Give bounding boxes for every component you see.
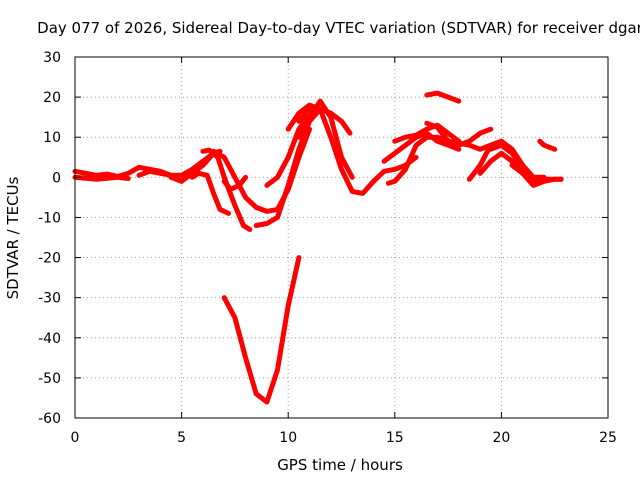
- y-tick-label: 0: [52, 170, 61, 186]
- y-tick-label: 30: [43, 50, 61, 66]
- series-line-track-5: [200, 147, 253, 232]
- series-line-track-22: [509, 162, 564, 188]
- x-tick-label: 25: [599, 430, 617, 446]
- y-axis-label: SDTVAR / TECUs: [4, 176, 22, 299]
- series-line-track-16: [392, 122, 462, 144]
- x-tick-label: 20: [492, 430, 510, 446]
- axis-ticks: [74, 56, 609, 419]
- series-line-track-20: [477, 150, 547, 184]
- grid-lines: [75, 57, 608, 418]
- series-line-track-10: [264, 114, 310, 188]
- x-tick-label: 10: [279, 430, 297, 446]
- data-series-group: [72, 90, 564, 405]
- x-tick-label: 0: [71, 430, 80, 446]
- y-tick-label: -60: [38, 411, 61, 427]
- series-line-track-17: [424, 120, 494, 148]
- y-tick-label: -30: [38, 291, 61, 307]
- series-line-track-14: [381, 130, 462, 164]
- y-tick-label: 10: [43, 130, 61, 146]
- series-line-track-6: [189, 170, 231, 216]
- series-line-track-15: [385, 134, 494, 186]
- series-line-track-18: [424, 90, 462, 104]
- series-line-track-24: [221, 255, 302, 405]
- y-tick-label: -40: [38, 331, 61, 347]
- tick-labels: 0 5 10 15 20 25 30 20 10 0 -10 -20 -30 -40 -50 -60: [38, 50, 617, 446]
- series-line-track-21: [488, 142, 547, 180]
- x-tick-label: 5: [177, 430, 186, 446]
- x-tick-label: 15: [386, 430, 404, 446]
- y-tick-label: -50: [38, 371, 61, 387]
- series-line-track-12: [296, 106, 419, 196]
- series-line-track-13: [296, 98, 355, 180]
- plot-frame: [74, 56, 609, 419]
- y-tick-label: -20: [38, 251, 61, 267]
- series-line-track-3: [136, 150, 217, 178]
- series-line-track-23: [537, 138, 558, 152]
- series-line-track-8: [221, 174, 249, 192]
- y-tick-label: -10: [38, 210, 61, 226]
- x-axis-label: GPS time / hours: [277, 456, 403, 474]
- series-line-track-2: [72, 174, 131, 182]
- y-tick-label: 20: [43, 90, 61, 106]
- chart-title: Day 077 of 2026, Sidereal Day-to-day VTE…: [37, 19, 640, 37]
